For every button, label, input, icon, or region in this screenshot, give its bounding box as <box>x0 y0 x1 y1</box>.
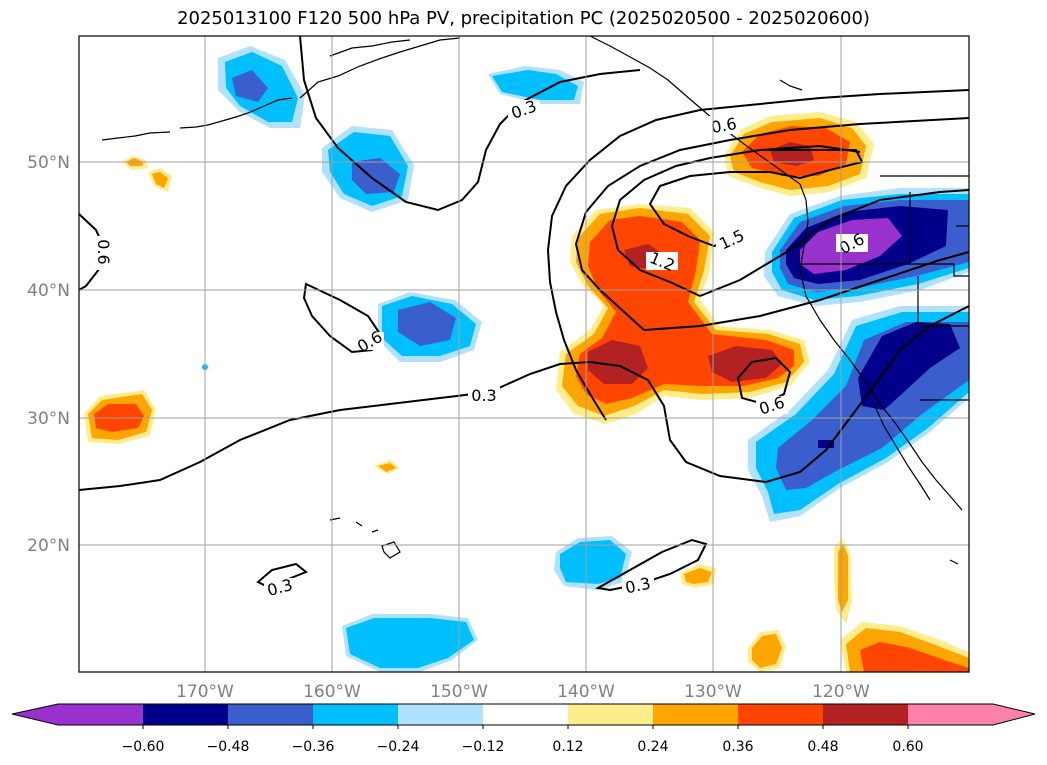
colorbar-tick-label: −0.24 <box>377 739 420 755</box>
map-title: 2025013100 F120 500 hPa PV, precipitatio… <box>177 8 870 29</box>
contour-label-0.6-west: 0.6 <box>94 239 113 264</box>
colorbar-outline <box>11 703 1036 726</box>
colorbar-segment <box>398 704 484 725</box>
colorbar-tick-label: −0.36 <box>292 739 335 755</box>
lon-label-120w: 120°W <box>812 682 870 702</box>
colorbar-segment <box>143 704 229 725</box>
colorbar-segment <box>313 704 399 725</box>
colorbar-tick-label: −0.60 <box>122 739 165 755</box>
colorbar-segment <box>908 704 1035 725</box>
lon-label-160w: 160°W <box>303 682 361 702</box>
colorbar-labels: −0.60 −0.48 −0.36 −0.24 −0.12 0.12 0.24 0.36 0.4… <box>122 725 924 755</box>
colorbar-tick-label: 0.48 <box>807 739 838 755</box>
map-content: 0.3 0.6 0.6 0.3 0.6 0.3 0.3 1.2 1.5 0.6 … <box>79 36 969 672</box>
colorbar-segment <box>823 704 909 725</box>
colorbar: −0.60 −0.48 −0.36 −0.24 −0.12 0.12 0.24 0.36 0.4… <box>11 703 1036 755</box>
colorbar-segment <box>568 704 654 725</box>
lat-label-20n: 20°N <box>27 536 70 556</box>
colorbar-segment <box>228 704 314 725</box>
colorbar-tick-label: 0.36 <box>722 739 753 755</box>
lat-label-30n: 30°N <box>27 409 70 429</box>
colorbar-tick-label: 0.12 <box>552 739 583 755</box>
lon-label-170w: 170°W <box>176 682 234 702</box>
colorbar-tick-label: −0.12 <box>462 739 505 755</box>
graticule <box>79 36 969 672</box>
lat-label-40n: 40°N <box>27 281 70 301</box>
colorbar-tick-label: 0.60 <box>892 739 923 755</box>
colorbar-tick-label: −0.48 <box>207 739 250 755</box>
colorbar-segment <box>738 704 824 725</box>
longitude-labels: 170°W 160°W 150°W 140°W 130°W 120°W <box>176 682 870 702</box>
contour-label-0.6-north: 0.6 <box>710 114 738 137</box>
colorbar-tick-label: 0.24 <box>637 739 668 755</box>
colorbar-segment <box>653 704 739 725</box>
contour-label-0.3-south: 0.3 <box>623 574 652 598</box>
colorbar-segments <box>12 704 1035 725</box>
contour-label-0.3-central: 0.3 <box>471 386 496 405</box>
lon-label-130w: 130°W <box>684 682 742 702</box>
map-frame <box>78 35 970 673</box>
colorbar-segment <box>12 704 143 725</box>
lon-label-140w: 140°W <box>557 682 615 702</box>
colorbar-segment <box>483 704 569 725</box>
latitude-labels: 50°N 40°N 30°N 20°N <box>27 153 70 556</box>
lon-label-150w: 150°W <box>430 682 488 702</box>
lat-label-50n: 50°N <box>27 153 70 173</box>
